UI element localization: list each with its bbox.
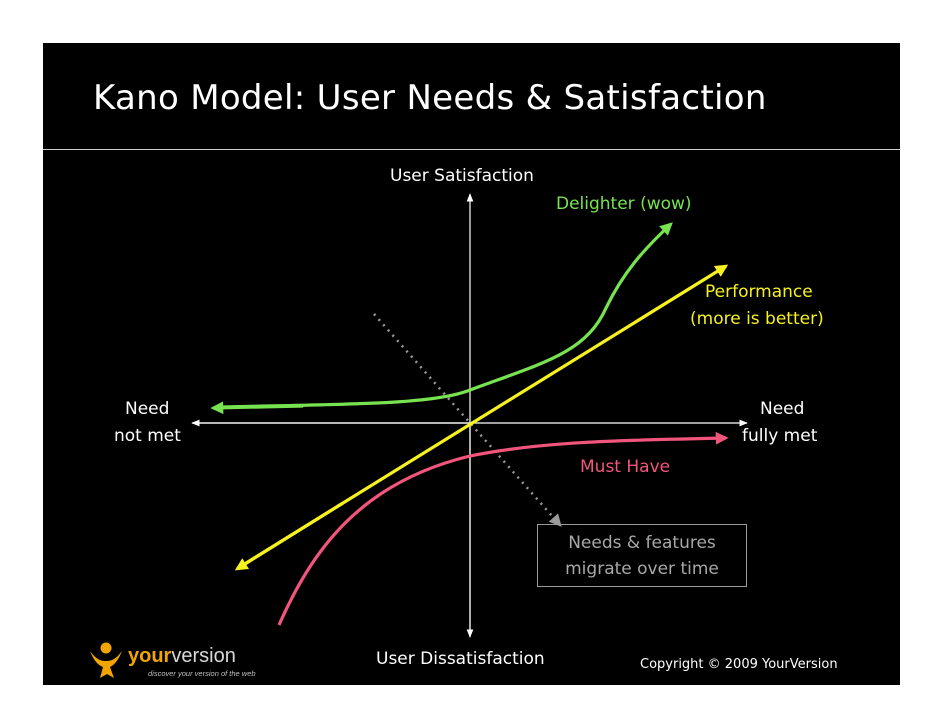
title-divider <box>43 149 900 150</box>
delighter-curve <box>222 222 673 409</box>
x-axis-right-label-1: Need <box>760 399 805 419</box>
logo-word-version: version <box>171 645 236 667</box>
logo-word-your: your <box>128 645 172 667</box>
slide-title: Kano Model: User Needs & Satisfaction <box>93 78 767 118</box>
slide: Kano Model: User Needs & Satisfaction <box>43 43 900 685</box>
delighter-label: Delighter (wow) <box>556 194 692 214</box>
yourversion-logo: yourversion discover your version of the… <box>88 641 288 681</box>
migration-arrow <box>373 313 562 527</box>
x-axis-left-label-2: not met <box>114 426 181 446</box>
must-have-curve <box>277 431 729 626</box>
logo-wordmark: yourversion <box>128 645 236 668</box>
performance-label-2: (more is better) <box>690 309 824 329</box>
logo-tagline: discover your version of the web <box>148 669 256 678</box>
delighter-curve-left-arrow <box>210 401 304 415</box>
x-axis-right-label-2: fully met <box>742 426 818 446</box>
performance-line-start-arrow <box>234 501 344 571</box>
performance-label-1: Performance <box>705 282 813 302</box>
person-icon <box>90 642 122 678</box>
y-axis-top-label: User Satisfaction <box>390 166 534 186</box>
copyright-text: Copyright © 2009 YourVersion <box>640 657 838 672</box>
y-axis-bottom-label: User Dissatisfaction <box>376 649 545 669</box>
migration-note: Needs & features migrate over time <box>537 524 747 587</box>
must-have-label: Must Have <box>580 457 671 477</box>
x-axis-left-label-1: Need <box>125 399 170 419</box>
migration-note-line-1: Needs & features <box>568 533 716 553</box>
migration-note-line-2: migrate over time <box>565 559 719 579</box>
kano-diagram <box>191 193 748 638</box>
